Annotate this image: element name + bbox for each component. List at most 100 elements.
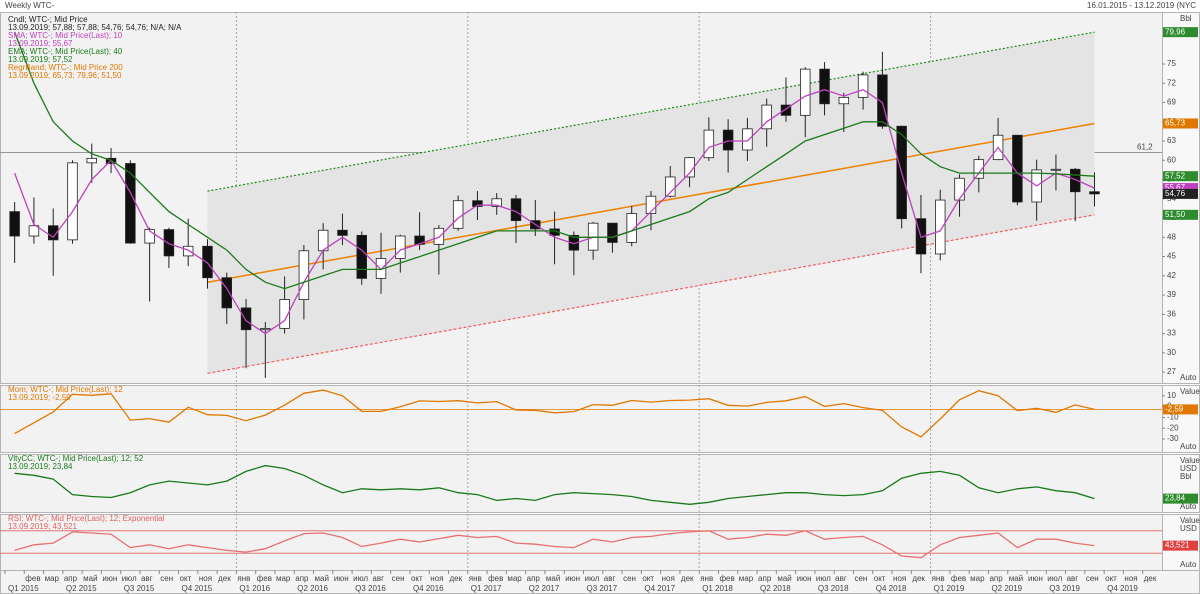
candle-body (182, 245, 194, 257)
x-month-label: ноя (199, 574, 212, 583)
last-value-label: 43,521 (1165, 541, 1190, 550)
indicator-line (14, 389, 1095, 438)
last-value-label: 23,84 (1165, 494, 1186, 503)
x-quarter-label: Q2 2019 (991, 584, 1022, 593)
legend-line: 13.09.2019; 23,84 (8, 462, 73, 471)
x-month-label: фев (257, 574, 272, 583)
x-quarter-label: Q1 2017 (471, 584, 502, 593)
candle-body (1050, 168, 1062, 171)
x-month-label: фев (488, 574, 503, 583)
x-quarter-label: Q4 2018 (876, 584, 907, 593)
x-quarter-label: Q4 2019 (1107, 584, 1138, 593)
candle-body (125, 163, 136, 244)
candle-body (1070, 168, 1081, 193)
legend-line: VltyCC; WTC-; Mid Price(Last); 12; 52 (8, 454, 144, 463)
axis-unit: Value (1180, 387, 1200, 396)
x-month-label: июн (565, 574, 580, 583)
y-tick-label: 60 (1167, 155, 1176, 164)
last-value-box (1163, 183, 1198, 194)
legend-line: Mom; WTC-; Mid Price(Last); 12 (8, 385, 123, 394)
x-quarter-label: Q2 2015 (66, 584, 97, 593)
x-quarter-label: Q1 2019 (934, 584, 965, 593)
legend-line: 13.09.2019; 43,521 (8, 522, 78, 531)
panel-background (0, 454, 1163, 513)
x-month-label: окт (180, 574, 192, 583)
scale-mode: Auto (1180, 442, 1197, 451)
y-tick-label: 33 (1167, 329, 1176, 338)
regression-lower-line (207, 214, 1095, 374)
x-month-label: сен (160, 574, 173, 583)
candle-body (395, 235, 406, 259)
legend-line: 13.09.2019; 55,67 (8, 39, 73, 48)
last-value-box (1163, 540, 1198, 551)
panel-background (0, 514, 1163, 571)
chart-title: Weekly WTC- (5, 1, 55, 10)
candle-body (510, 198, 522, 222)
candle-body (337, 229, 348, 236)
x-month-label: сен (854, 574, 867, 583)
y-tick-label: 36 (1167, 309, 1176, 318)
x-month-label: сен (392, 574, 405, 583)
x-month-label: апр (295, 574, 309, 583)
x-quarter-label: Q1 2016 (239, 584, 270, 593)
x-quarter-label: Q1 2015 (8, 584, 39, 593)
x-month-label: июн (102, 574, 117, 583)
candle-body (742, 128, 753, 151)
legend-line: RegrBand; WTC-; Mid Price 200 (8, 63, 123, 72)
candle-body (279, 299, 290, 329)
x-month-label: янв (469, 574, 482, 583)
candle-body (877, 74, 888, 127)
x-month-label: дек (1144, 574, 1157, 583)
last-value-box (1163, 118, 1198, 129)
x-month-label: апр (758, 574, 772, 583)
y-tick-label: 27 (1167, 367, 1176, 376)
candle-body (1089, 191, 1100, 195)
x-quarter-label: Q3 2016 (355, 584, 386, 593)
legend-line: 13.09.2019; -2,59 (8, 393, 71, 402)
last-value-box (1163, 27, 1198, 38)
candle-body (260, 328, 271, 331)
x-month-label: май (1009, 574, 1023, 583)
x-month-label: ноя (1124, 574, 1137, 583)
x-month-label: июл (816, 574, 831, 583)
candle-body (838, 96, 850, 105)
x-month-label: сен (623, 574, 636, 583)
y-tick-label: 69 (1167, 98, 1176, 107)
axis-unit: Bbl (1180, 14, 1192, 23)
y-tick-label: 10 (1167, 391, 1176, 400)
x-month-label: апр (527, 574, 541, 583)
y-tick-label: -30 (1167, 434, 1179, 443)
scale-mode: Auto (1180, 560, 1197, 569)
candle-body (202, 245, 213, 279)
x-month-label: июл (1047, 574, 1062, 583)
x-month-label: мар (45, 574, 60, 583)
candle-body (9, 211, 20, 237)
candle-body (240, 307, 252, 331)
x-quarter-label: Q3 2017 (587, 584, 618, 593)
x-month-label: окт (642, 574, 654, 583)
candle-body (28, 225, 40, 237)
candle-body (86, 157, 97, 164)
x-month-label: июн (1028, 574, 1043, 583)
labels: фев мар апр май июн июл авг сен окт ноя дек янв фев м… (5, 1, 1200, 593)
level-label: 61,2 (1137, 143, 1153, 152)
last-value-box (1163, 493, 1198, 504)
candle-body (47, 225, 59, 241)
y-tick-label: 63 (1167, 136, 1176, 145)
candle-body (684, 157, 695, 178)
axis-unit: USD (1180, 524, 1197, 533)
y-tick-label: -10 (1167, 413, 1179, 422)
x-month-label: дек (681, 574, 694, 583)
x-quarter-label: Q2 2017 (529, 584, 560, 593)
last-value-label: 57,52 (1165, 171, 1186, 180)
y-tick-label: 42 (1167, 271, 1176, 280)
axis-unit: Bbl (1180, 472, 1192, 481)
candle-body (472, 200, 483, 207)
candle-body (356, 234, 367, 279)
x-month-label: июл (353, 574, 368, 583)
axis-unit: Value (1180, 516, 1200, 525)
last-value-label: 54,76 (1165, 189, 1186, 198)
candle-body (298, 250, 310, 300)
